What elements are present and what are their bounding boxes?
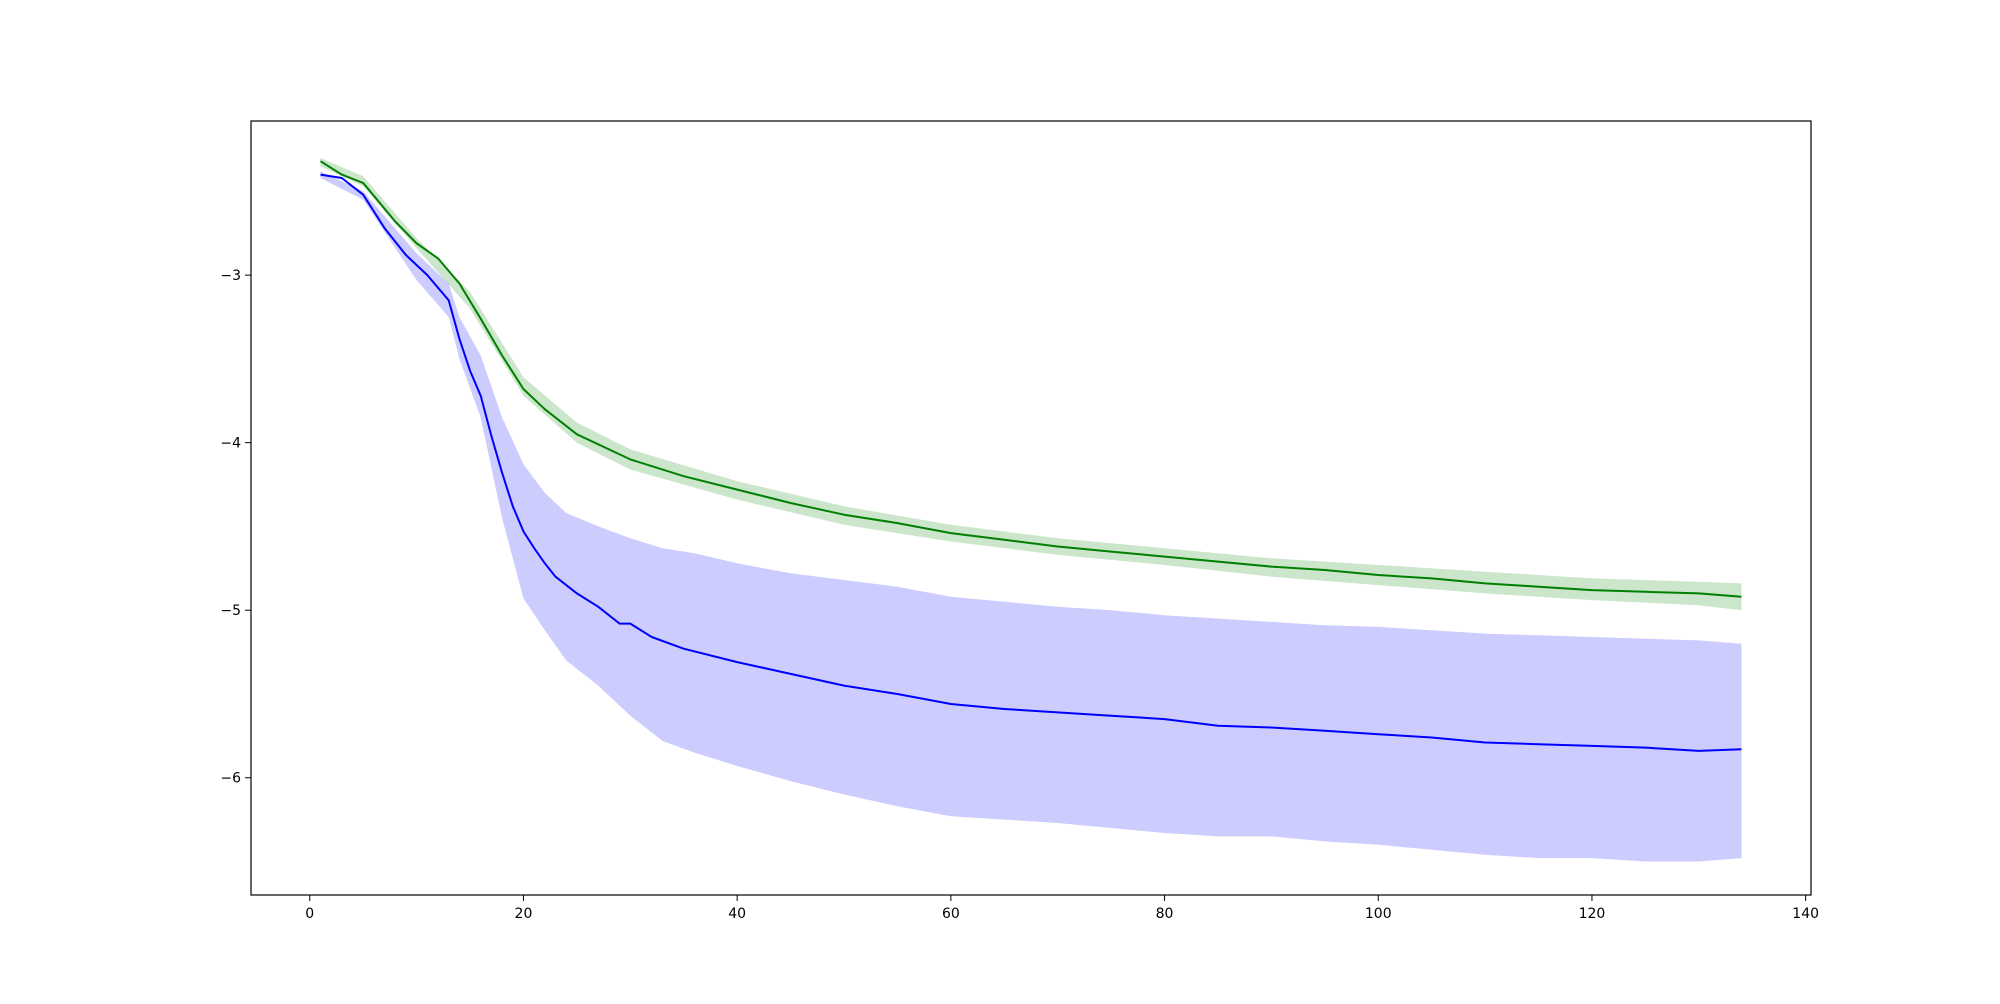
- plot-frame: [250, 120, 1812, 896]
- confidence-bands: [320, 157, 1742, 862]
- x-tick-label: 60: [942, 906, 960, 922]
- series-lines: [319, 160, 1742, 752]
- x-tick-label: 20: [515, 906, 533, 922]
- x-tick-label: 0: [305, 906, 314, 922]
- x-tick-label: 80: [1156, 906, 1174, 922]
- blue-line: [320, 173, 1742, 752]
- y-tick-label: −4: [220, 436, 241, 452]
- x-tick-label: 120: [1579, 906, 1606, 922]
- y-tick-label: −5: [220, 603, 241, 619]
- y-tick-label: −6: [220, 771, 241, 787]
- y-tick-label: −3: [220, 268, 241, 284]
- green-line: [319, 160, 1742, 598]
- y-axis: −3 −4 −5 −6: [220, 268, 251, 787]
- x-tick-label: 100: [1365, 906, 1392, 922]
- x-tick-label: 40: [728, 906, 746, 922]
- blue-band: [320, 171, 1742, 862]
- x-axis: 0 20 40 60 80 100 120 140: [305, 895, 1819, 922]
- x-tick-label: 140: [1792, 906, 1819, 922]
